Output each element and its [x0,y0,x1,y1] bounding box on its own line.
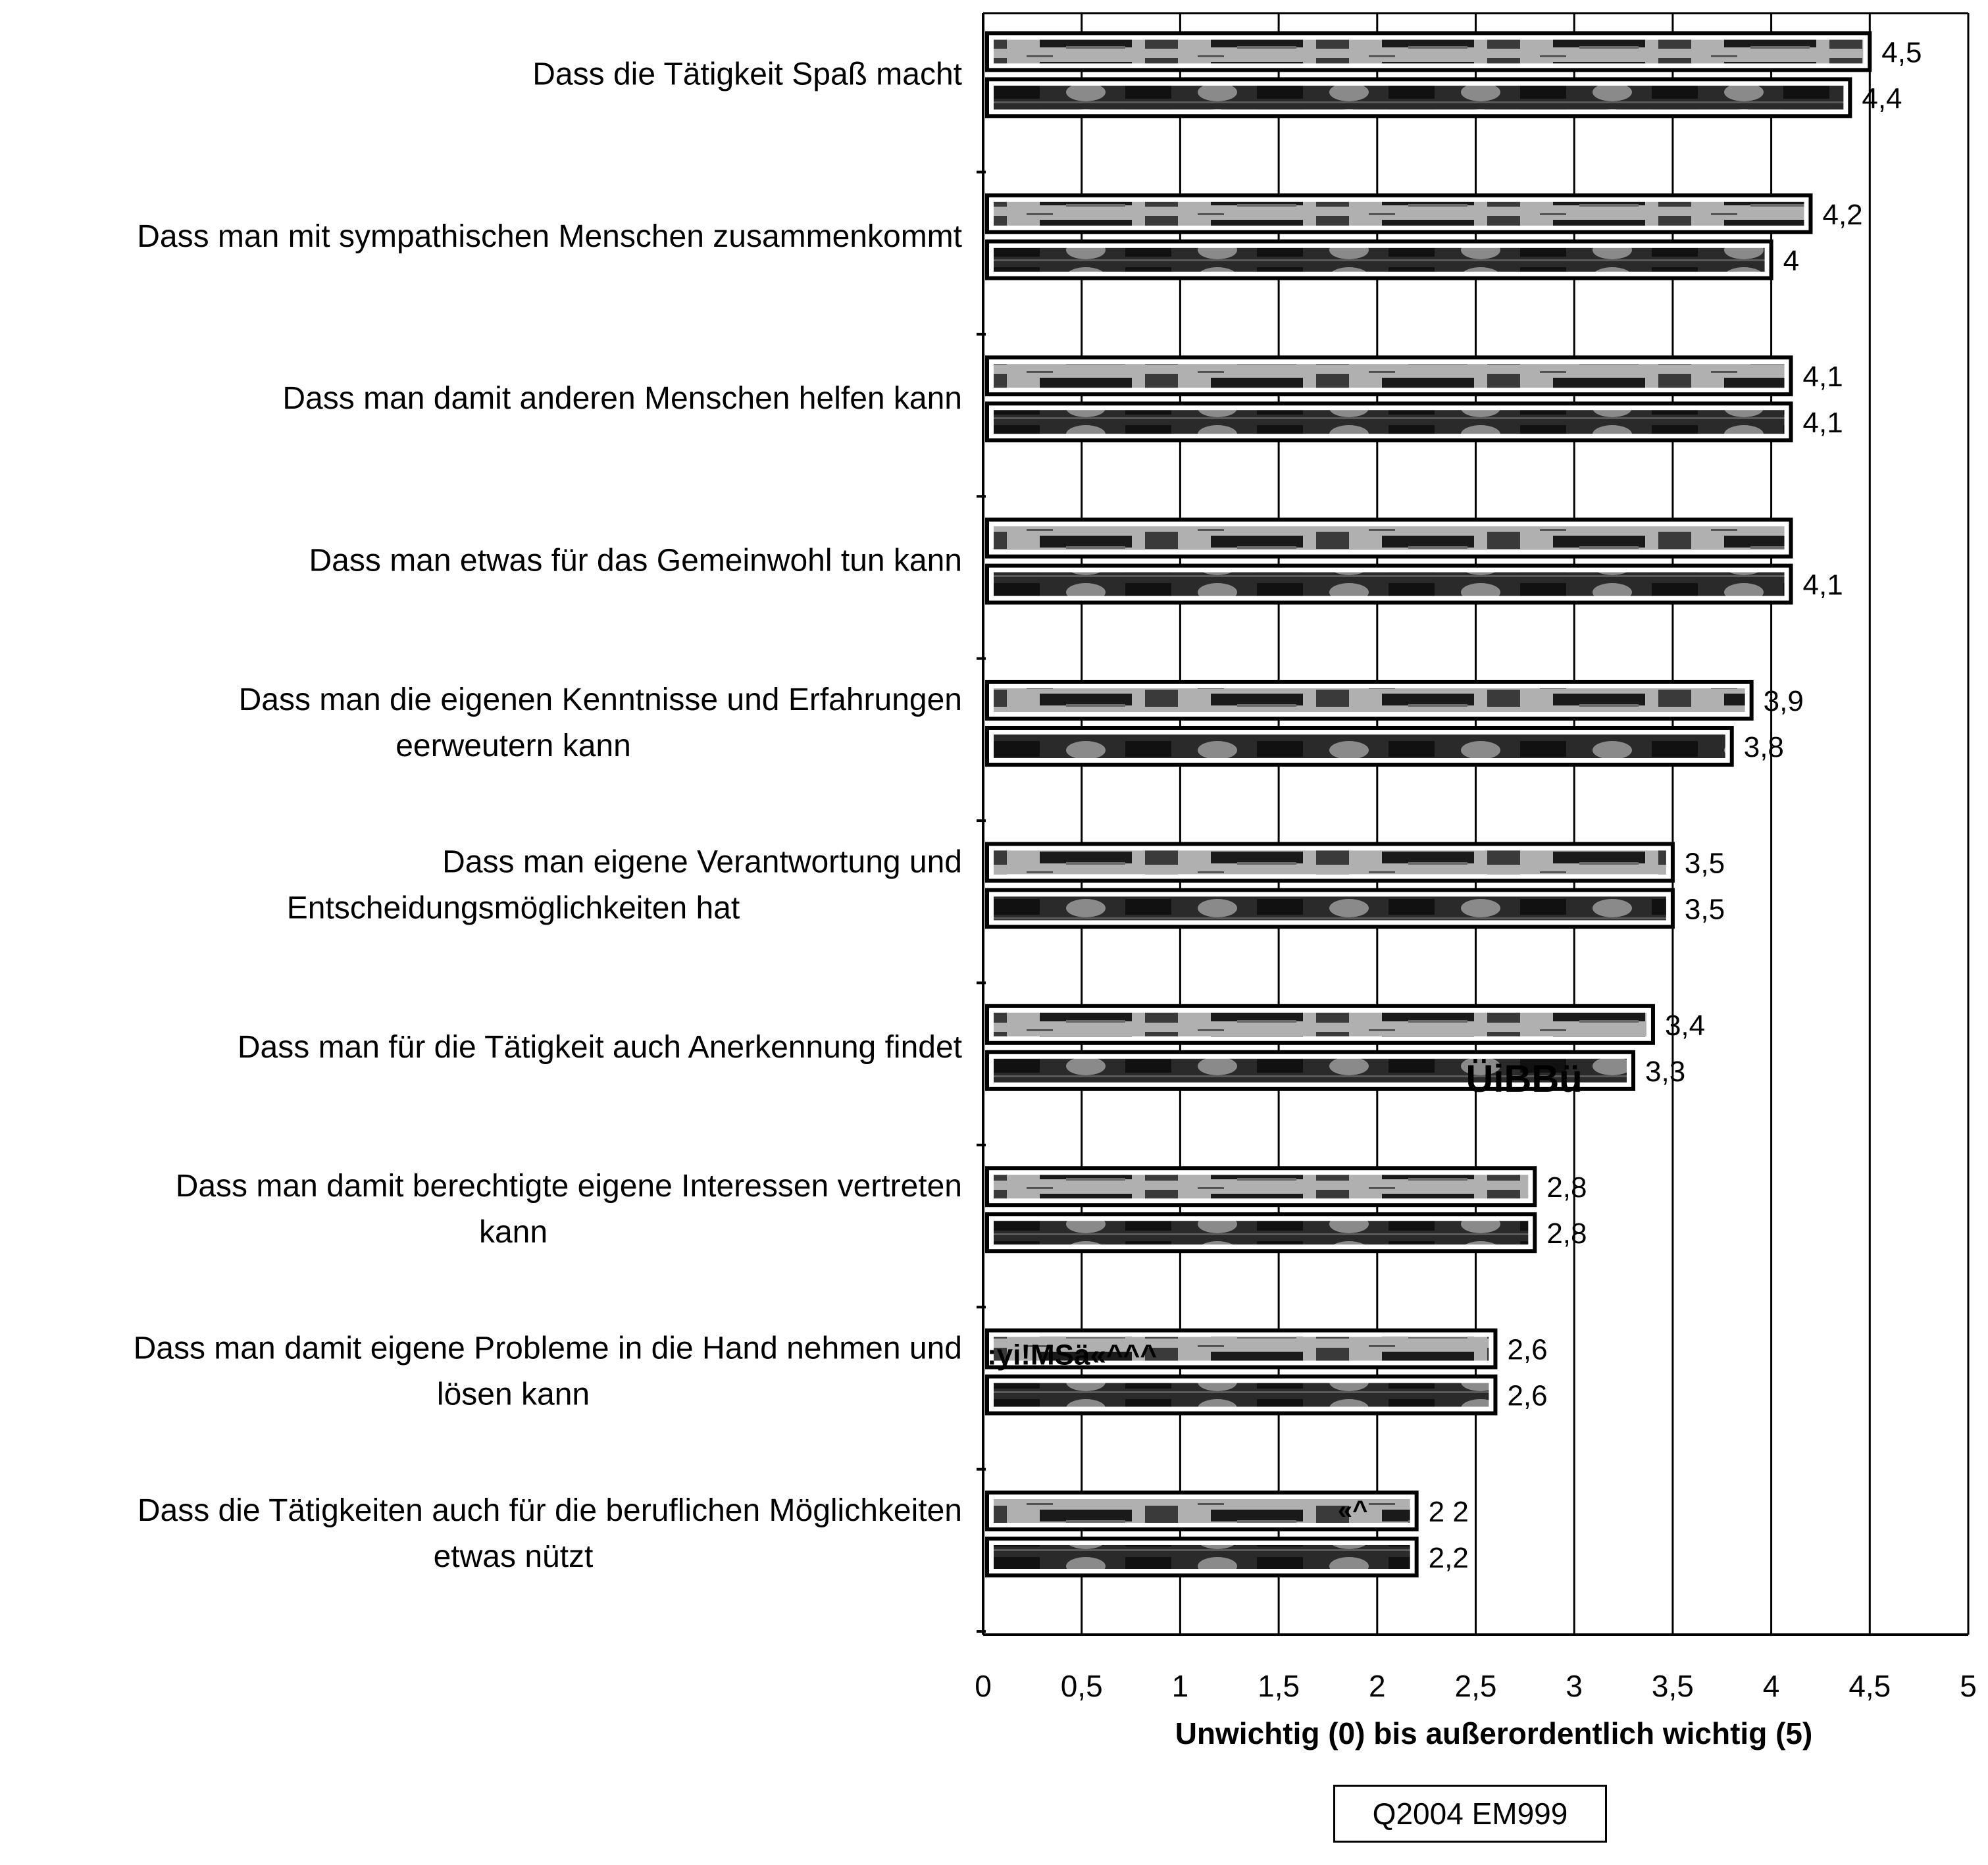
data-label: 3,5 [1685,893,1725,925]
data-label: 4,4 [1862,82,1902,115]
x-tick-label: 3 [1566,1669,1583,1703]
data-label: 2,2 [1429,1542,1469,1574]
x-tick-label: 4 [1763,1669,1780,1703]
scan-artifact-text: :yi!MSä«^^^ [987,1339,1157,1371]
bar [994,86,1844,110]
data-label: 4,5 [1881,36,1922,68]
bar [994,1337,1489,1361]
category-label: lösen kann [437,1377,590,1412]
x-tick-label: 2,5 [1455,1669,1497,1703]
data-label: 2,8 [1546,1171,1587,1204]
bar [994,1058,1627,1083]
category-label: Dass die Tätigkeiten auch für die berufl… [138,1493,962,1528]
bar [994,1499,1410,1523]
bar [994,688,1745,712]
category-label: Entscheidungsmöglichkeiten hat [287,890,740,925]
data-label: 2,6 [1507,1334,1547,1366]
bar [994,201,1804,226]
data-label: 4 [1783,245,1799,277]
x-tick-label: 2 [1369,1669,1386,1703]
bar [994,850,1666,875]
category-label: Dass man mit sympathischen Menschen zusa… [137,219,962,254]
category-label: eerweutern kann [395,728,631,763]
x-tick-label: 3,5 [1652,1669,1694,1703]
bar [994,734,1725,758]
data-label: 3,8 [1744,731,1784,763]
category-label: Dass man eigene Verantwortung und [442,844,962,879]
data-label: 3,5 [1685,847,1725,879]
x-tick-label: 5 [1960,1669,1977,1703]
category-label: Dass man damit eigene Probleme in die Ha… [134,1331,962,1366]
bars: 4,5 4,4 4,2 4 4,1 4,1 4,1 3,9 3,8 3,5 3,5 3,4 3,3 2,8… [977,31,1922,1633]
x-tick-label: 1,5 [1258,1669,1300,1703]
data-label: 4,1 [1803,569,1843,601]
x-tick-label: 0 [975,1669,992,1703]
x-tick-label: 1 [1172,1669,1189,1703]
data-label: 3,9 [1764,685,1804,717]
category-label: kann [479,1215,548,1250]
category-label: Dass man für die Tätigkeit auch Anerkenn… [238,1030,962,1065]
bar [994,1012,1646,1036]
source-label: Q2004 EM999 [1372,1797,1568,1831]
category-label: Dass man damit berechtigte eigene Intere… [176,1169,962,1204]
bar [994,247,1765,272]
data-label: 3,4 [1665,1009,1705,1042]
category-label: Dass die Tätigkeit Spaß macht [532,57,962,91]
bar [994,410,1785,434]
bar [994,896,1666,921]
scan-artifact-text: ÜiBBü [1466,1058,1583,1100]
bar [994,1545,1410,1569]
bar [994,1175,1529,1199]
category-label: Dass man etwas für das Gemeinwohl tun ka… [309,544,962,578]
grid [983,12,1970,1635]
x-tick-label: 0,5 [1061,1669,1103,1703]
bar [994,572,1785,596]
bar [994,1221,1529,1245]
x-axis-ticks: 0 0,5 1 1,5 2 2,5 3 3,5 4 4,5 5 [975,1669,1977,1703]
category-labels: Dass die Tätigkeit Spaß macht Dass man mi… [134,57,962,1574]
data-label: 4,1 [1803,407,1843,439]
x-tick-label: 4,5 [1848,1669,1891,1703]
data-label: 2,8 [1546,1217,1587,1250]
scan-artifact-text: «^ [1338,1496,1368,1525]
x-axis-label: Unwichtig (0) bis außerordentlich wichti… [1175,1716,1813,1750]
bar [994,526,1785,550]
data-label: 2,6 [1507,1380,1547,1412]
source-box: Q2004 EM999 [1333,1785,1607,1843]
category-label: Dass man damit anderen Menschen helfen k… [282,381,962,416]
bar [994,1383,1489,1407]
category-label: Dass man die eigenen Kenntnisse und Erfa… [239,682,962,717]
data-label: 4,2 [1822,199,1862,231]
data-label: 4,1 [1803,361,1843,393]
bar [994,39,1864,64]
data-label: 2 2 [1429,1496,1469,1528]
category-label: etwas nützt [434,1539,594,1574]
data-label: 3,3 [1645,1056,1685,1088]
bar [994,364,1785,388]
